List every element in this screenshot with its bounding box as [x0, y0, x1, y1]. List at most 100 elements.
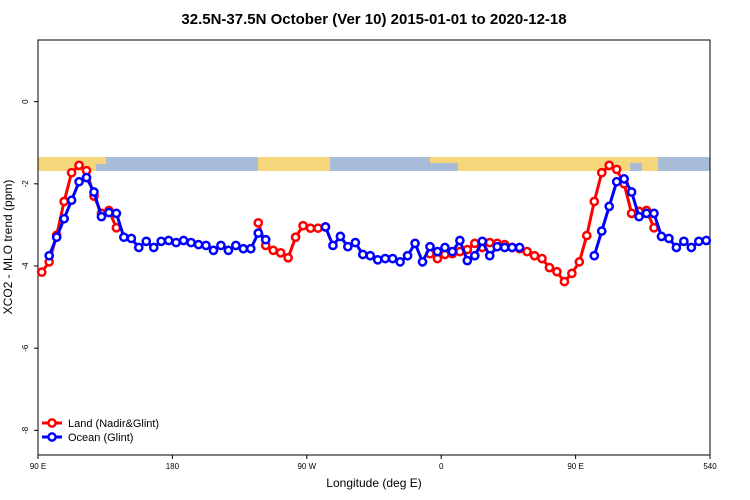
data-point	[343, 241, 353, 252]
data-point	[619, 174, 629, 184]
data-point	[193, 239, 204, 250]
data-point	[245, 243, 256, 254]
data-point	[514, 242, 525, 253]
data-point	[126, 233, 137, 244]
data-point	[432, 246, 443, 257]
data-point	[402, 250, 413, 261]
legend-label: Land (Nadir&Glint)	[68, 418, 159, 430]
data-point	[417, 257, 428, 267]
data-point	[581, 230, 592, 241]
x-tick-label: 540	[703, 462, 717, 471]
data-point	[208, 245, 219, 256]
data-point	[522, 246, 532, 257]
data-point	[604, 201, 615, 212]
data-point	[634, 211, 644, 222]
data-point	[36, 267, 47, 278]
data-point	[59, 213, 69, 224]
data-point	[462, 255, 473, 266]
data-point	[171, 237, 181, 248]
data-point	[268, 245, 279, 256]
x-tick-label: 90 W	[297, 462, 316, 471]
y-tick-label: 0	[21, 99, 30, 104]
data-point	[320, 222, 331, 232]
data-point	[283, 252, 293, 263]
data-point	[552, 266, 562, 277]
data-point	[484, 250, 495, 261]
data-point	[298, 220, 308, 231]
data-point	[469, 238, 480, 249]
data-point	[81, 172, 92, 183]
data-point	[275, 247, 286, 258]
data-point	[178, 235, 189, 246]
data-point	[238, 243, 249, 254]
data-point	[686, 242, 697, 253]
data-point	[679, 236, 689, 247]
series-line	[47, 175, 707, 266]
data-point	[380, 253, 391, 264]
data-point	[387, 253, 398, 264]
data-point	[492, 241, 503, 252]
data-point	[626, 208, 637, 219]
legend-marker	[47, 432, 57, 442]
x-tick-label: 0	[439, 462, 444, 471]
data-point	[410, 238, 420, 249]
data-point	[59, 196, 69, 207]
data-point	[395, 257, 405, 267]
legend-label: Ocean (Glint)	[68, 432, 133, 444]
data-point	[641, 208, 652, 219]
data-point	[66, 167, 77, 178]
data-point	[216, 240, 226, 251]
data-point	[231, 240, 241, 251]
x-axis-label: Longitude (deg E)	[326, 476, 421, 490]
data-point	[335, 231, 346, 242]
series-line	[40, 163, 656, 284]
data-point	[574, 257, 585, 267]
data-point	[626, 187, 637, 197]
plot-frame	[37, 39, 711, 456]
y-tick-label: -4	[21, 262, 30, 270]
data-point	[455, 235, 465, 246]
data-point	[484, 237, 495, 248]
data-point	[693, 236, 704, 247]
data-point	[253, 228, 264, 238]
data-point	[372, 254, 383, 265]
y-axis-label: XCO2 - MLO trend (ppm)	[1, 180, 15, 315]
data-point	[223, 245, 234, 256]
x-tick-label: 180	[166, 462, 180, 471]
data-point	[671, 242, 682, 253]
data-point	[133, 242, 144, 253]
legend-marker	[47, 418, 57, 428]
data-point	[440, 242, 450, 253]
data-point	[201, 240, 211, 251]
data-point	[589, 196, 600, 207]
x-tick-label: 90 E	[30, 462, 46, 471]
data-point	[567, 268, 577, 279]
map-strip	[38, 157, 710, 171]
chart-title: 32.5N-37.5N October (Ver 10) 2015-01-01 …	[181, 11, 566, 28]
data-point	[611, 164, 622, 175]
data-point	[253, 217, 264, 228]
data-point	[529, 250, 540, 261]
data-point	[260, 234, 271, 245]
data-point	[74, 160, 84, 171]
data-point	[156, 236, 167, 247]
data-point	[604, 160, 615, 171]
data-point	[104, 207, 114, 218]
data-point	[447, 246, 458, 257]
data-point	[611, 176, 622, 187]
data-point	[44, 250, 55, 261]
data-point	[656, 231, 667, 242]
data-point	[589, 250, 600, 261]
data-point	[559, 276, 570, 287]
data-point	[89, 187, 99, 197]
data-point	[290, 232, 301, 243]
y-tick-label: -6	[21, 344, 30, 352]
data-point	[328, 240, 338, 251]
data-point	[425, 241, 435, 252]
data-point	[596, 226, 607, 236]
data-point	[148, 242, 159, 253]
data-point	[51, 232, 62, 243]
y-tick-label: -2	[21, 180, 30, 188]
data-point	[305, 223, 316, 234]
